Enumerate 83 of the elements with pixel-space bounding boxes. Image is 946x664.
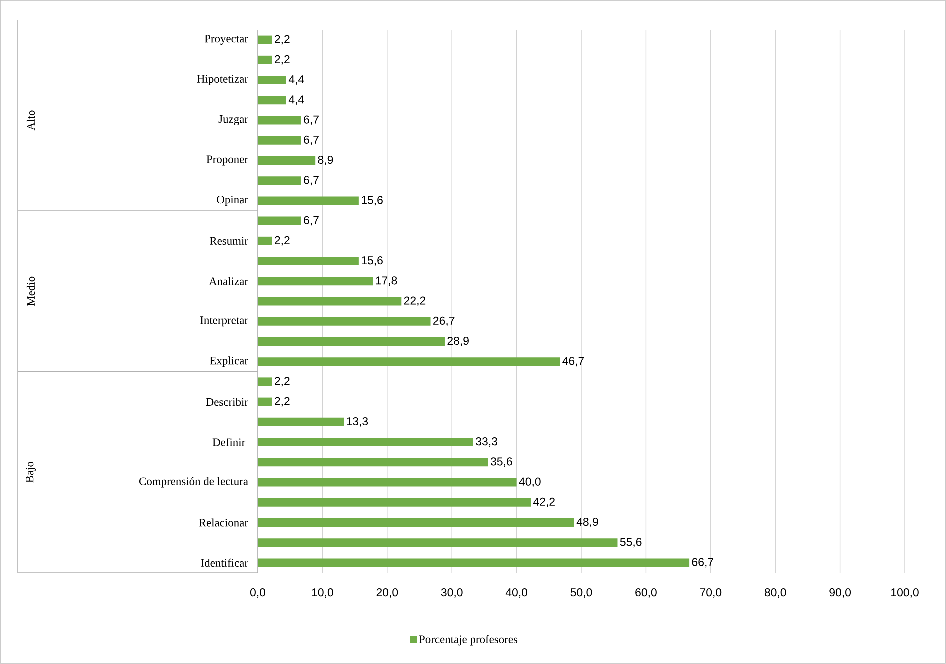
y-tick-label: Explicar — [210, 356, 248, 368]
data-label: 2,2 — [275, 55, 290, 65]
y-tick-label: Identificar — [201, 558, 248, 568]
data-label: 42,2 — [534, 498, 555, 508]
data-label: 40,0 — [519, 478, 541, 488]
y-tick-label: Resumir — [210, 237, 248, 246]
bar — [258, 156, 316, 165]
text: Bajo — [26, 462, 36, 483]
data-label: 46,7 — [562, 357, 584, 367]
data-label: 15,6 — [362, 196, 383, 206]
bar — [258, 216, 302, 226]
bar — [258, 96, 286, 105]
y-tick-label: Definir — [212, 438, 246, 446]
data-label: 33,3 — [476, 438, 498, 448]
data-label: 35,6 — [490, 458, 512, 468]
bar — [258, 176, 302, 186]
x-tick-label: 70,0 — [700, 588, 722, 598]
data-label: 28,9 — [448, 336, 469, 346]
data-label: 55,6 — [620, 538, 642, 548]
x-tick-label: 40,0 — [506, 588, 528, 598]
bar — [258, 558, 690, 568]
bar — [258, 236, 272, 246]
bar — [258, 478, 517, 487]
data-label: 4,4 — [288, 96, 304, 106]
y-tick-label: Juzgar — [218, 116, 248, 126]
bar — [258, 116, 302, 125]
bar — [258, 518, 574, 527]
data-label: 8,9 — [318, 156, 334, 166]
bar — [258, 398, 272, 406]
data-label: 2,2 — [275, 35, 290, 45]
x-tick-label: 90,0 — [830, 588, 852, 598]
data-label: 2,2 — [275, 236, 290, 246]
y-tick-label: Analizar — [209, 277, 248, 286]
bar — [258, 378, 272, 386]
bar — [258, 337, 445, 346]
bar — [258, 498, 532, 507]
x-tick-label: 60,0 — [636, 588, 657, 598]
data-label: 6,7 — [304, 176, 319, 186]
x-tick-label: 20,0 — [376, 588, 398, 598]
data-label: 13,3 — [347, 417, 368, 427]
bar — [258, 317, 431, 326]
bar — [258, 257, 359, 266]
bar — [258, 56, 272, 64]
y-tick-label: Comprensión de lectura — [140, 477, 248, 488]
data-label: 22,2 — [404, 296, 426, 306]
data-label: 17,8 — [376, 276, 398, 286]
data-label: 2,2 — [275, 397, 290, 407]
data-label: 6,7 — [304, 116, 319, 126]
y-tick-label: Relacionar — [199, 518, 248, 527]
data-label: 2,2 — [275, 377, 290, 387]
data-label: 6,7 — [304, 136, 319, 146]
data-label: 66,7 — [692, 558, 714, 568]
y-tick-label: Opinar — [217, 196, 248, 206]
x-tick-label: 80,0 — [764, 588, 786, 598]
data-label: 48,9 — [576, 518, 598, 528]
y-tick-label: Proyectar — [204, 35, 248, 46]
text: Alto — [26, 110, 36, 131]
x-tick-label: 100,0 — [892, 588, 919, 598]
data-label: 6,7 — [304, 216, 319, 226]
bar — [258, 358, 560, 366]
bar — [258, 136, 302, 145]
x-tick-label: 30,0 — [441, 588, 463, 598]
bar — [258, 36, 272, 44]
bar — [258, 418, 344, 426]
x-tick-label: 0,0 — [250, 588, 266, 598]
bar — [258, 458, 488, 467]
data-label: 26,7 — [434, 316, 455, 326]
bar — [258, 76, 286, 85]
y-tick-label: Hipotetizar — [197, 75, 248, 86]
legend-label: Porcentaje profesores — [419, 635, 518, 646]
data-label: 15,6 — [362, 256, 383, 266]
text: Medio — [26, 276, 36, 306]
y-tick-label: Describir — [206, 398, 248, 406]
data-label: 4,4 — [288, 76, 304, 85]
bar — [258, 297, 402, 306]
y-tick-label: Proponer — [206, 156, 248, 166]
bar — [258, 538, 618, 548]
bar — [258, 196, 359, 206]
x-tick-label: 50,0 — [570, 588, 592, 598]
bar — [258, 277, 374, 286]
x-tick-label: 10,0 — [312, 588, 334, 598]
bar — [258, 438, 474, 447]
y-tick-label: Interpretar — [200, 316, 248, 327]
